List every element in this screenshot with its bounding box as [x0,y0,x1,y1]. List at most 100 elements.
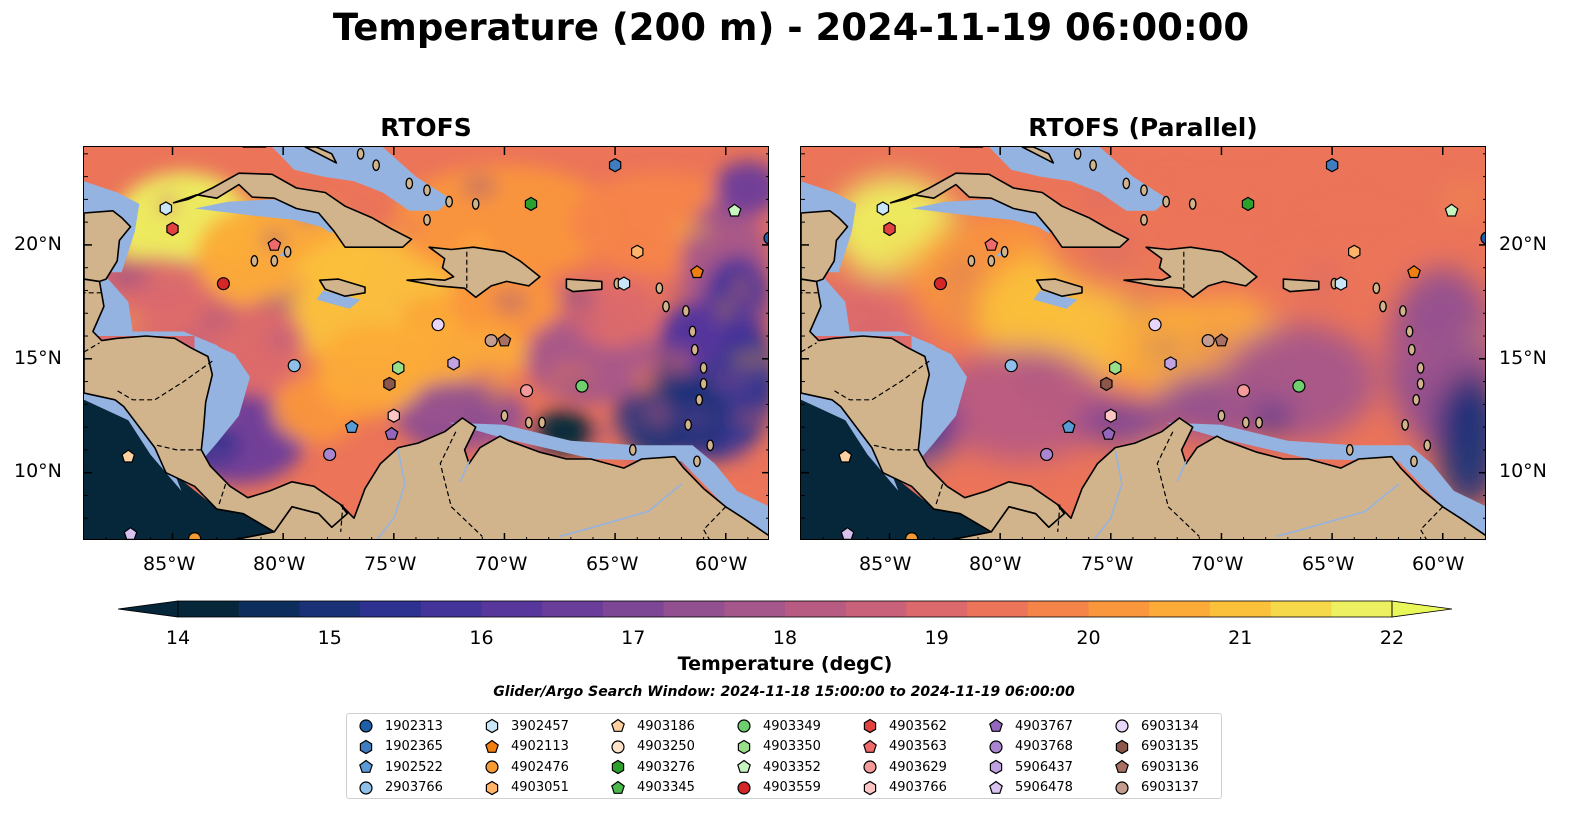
float-marker-5906437[interactable] [447,356,460,371]
colorbar-swatch [420,601,482,617]
legend-marker[interactable] [863,780,877,795]
float-marker-3902457[interactable] [617,276,631,291]
legend-label: 4903767 [1015,718,1073,734]
float-marker-5906437[interactable] [1164,356,1177,371]
legend-marker[interactable] [737,739,751,754]
float-marker-4903350[interactable] [392,360,405,376]
float-marker-4902476[interactable] [905,532,919,540]
small-island [655,282,664,295]
float-marker-4903766[interactable] [387,408,400,423]
float-marker-3902457[interactable] [876,201,890,216]
float-marker-4903563[interactable] [984,237,999,251]
float-marker-6903136[interactable] [1214,333,1229,347]
legend-marker[interactable] [863,718,877,734]
legend-marker[interactable] [989,780,1003,794]
axis-ticks [801,147,1485,539]
legend-marker[interactable] [611,780,625,794]
float-marker-6903137[interactable] [1201,334,1215,348]
legend-marker[interactable] [359,739,373,754]
legend-item-1902522: 1902522 [357,757,443,777]
float-marker-4903051[interactable] [630,244,644,259]
legend-marker[interactable] [737,759,751,773]
legend-marker[interactable] [359,759,373,773]
float-marker-1902365[interactable] [1325,158,1339,173]
temperature-eddy [731,350,768,369]
map-panel-rtofs[interactable] [83,146,769,540]
float-marker-4903350[interactable] [1109,360,1122,376]
legend-marker[interactable] [611,718,625,732]
float-marker-4903768[interactable] [1040,447,1054,462]
temperature-eddy [486,364,521,391]
legend-marker[interactable] [863,760,877,774]
float-marker-3902457[interactable] [159,201,173,216]
float-marker-2903766[interactable] [287,359,301,373]
land-puertoRico [565,278,603,293]
float-marker-4903051[interactable] [1347,244,1361,259]
float-marker-4903563[interactable] [267,237,282,251]
float-marker-5906478[interactable] [840,526,855,540]
float-marker-6903136[interactable] [497,333,512,347]
legend-marker[interactable] [359,719,373,733]
float-marker-6903137[interactable] [484,334,498,348]
legend-marker[interactable] [611,759,625,775]
float-marker-6903135[interactable] [1100,376,1113,392]
float-marker-4902113[interactable] [1407,265,1421,279]
legend-marker[interactable] [485,780,499,795]
small-island [1379,300,1387,313]
legend-marker[interactable] [485,760,499,774]
float-marker-3902457[interactable] [1334,276,1348,291]
legend-marker[interactable] [1115,719,1129,733]
legend-marker[interactable] [611,739,625,754]
float-marker-5906478[interactable] [123,526,138,540]
legend-marker[interactable] [863,739,877,753]
float-marker-4903186[interactable] [121,449,136,463]
small-island [445,195,453,208]
pentagon-icon [485,739,499,753]
float-marker-4903352[interactable] [727,203,742,217]
float-marker-4902476[interactable] [188,532,202,540]
legend-marker[interactable] [989,759,1003,775]
float-marker-1902313[interactable] [763,231,769,245]
float-marker-4903186[interactable] [838,449,853,463]
float-marker-6903134[interactable] [431,318,445,332]
float-marker-4903629[interactable] [520,384,534,398]
legend-marker[interactable] [359,780,373,795]
float-marker-4903352[interactable] [1444,203,1459,217]
float-marker-1902522[interactable] [344,419,359,433]
legend-marker[interactable] [989,739,1003,754]
float-marker-2903766[interactable] [1004,359,1018,373]
float-marker-4903562[interactable] [883,221,896,237]
float-marker-1902313[interactable] [1480,231,1486,245]
float-marker-6903134[interactable] [1148,318,1162,332]
small-island [1410,455,1418,468]
legend-marker[interactable] [737,780,751,795]
legend-marker[interactable] [1115,780,1129,795]
small-island [690,343,699,356]
float-marker-4903276[interactable] [1241,196,1255,212]
legend-marker[interactable] [1115,739,1129,754]
float-marker-4903349[interactable] [1292,379,1306,393]
map-panel-rtofs-parallel[interactable] [800,146,1486,540]
float-marker-4903767[interactable] [384,426,399,440]
legend-marker[interactable] [485,739,499,753]
float-marker-4903629[interactable] [1237,384,1251,398]
float-marker-4903276[interactable] [524,196,538,212]
legend-marker[interactable] [989,718,1003,732]
hexagon-icon [863,780,877,795]
float-marker-6903135[interactable] [383,376,396,392]
small-island [1423,439,1432,452]
float-marker-4903562[interactable] [166,221,179,237]
float-marker-1902365[interactable] [608,158,622,173]
float-marker-4902113[interactable] [690,265,704,279]
float-marker-1902522[interactable] [1061,419,1076,433]
float-marker-4903559[interactable] [216,277,230,291]
float-marker-4903766[interactable] [1104,408,1117,423]
legend-marker[interactable] [485,718,499,734]
float-marker-4903767[interactable] [1101,426,1116,440]
float-marker-4903349[interactable] [575,379,589,393]
float-marker-4903559[interactable] [933,277,947,291]
legend-marker[interactable] [737,719,751,733]
small-island [699,378,708,390]
legend-marker[interactable] [1115,759,1129,773]
float-marker-4903768[interactable] [323,447,337,462]
